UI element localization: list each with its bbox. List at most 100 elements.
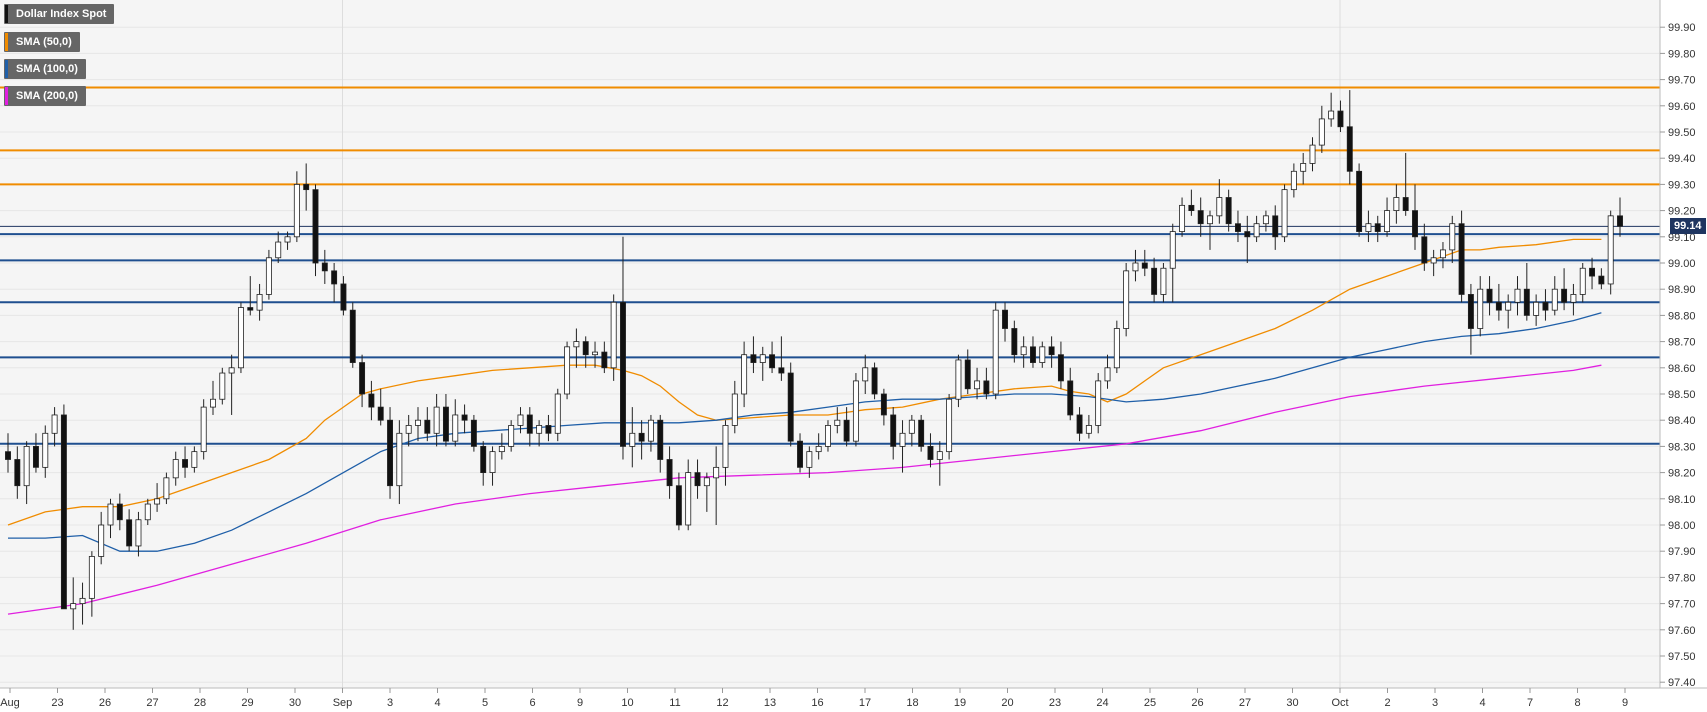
candle-body-down [1356, 170, 1363, 232]
candle-body-up [508, 425, 515, 447]
candle [1057, 341, 1064, 389]
candle [1505, 294, 1512, 329]
candle-body-down [303, 183, 310, 191]
candle [759, 346, 766, 381]
candle-body-up [806, 451, 813, 468]
candle-body-up [1393, 197, 1400, 211]
candle [834, 407, 841, 434]
candle [936, 441, 943, 486]
x-tick-label: 25 [1144, 697, 1156, 709]
candle-body-down [694, 472, 701, 487]
x-tick-label: 17 [859, 697, 871, 709]
candle-body-up [955, 359, 962, 400]
candle-body-up [1328, 110, 1335, 120]
candle-body-down [1141, 262, 1148, 269]
candle [1495, 283, 1502, 321]
candle-body-up [592, 351, 598, 356]
candle [778, 336, 785, 381]
candle [331, 263, 338, 303]
candle-body-up [489, 451, 496, 474]
candle-body-up [1551, 288, 1558, 311]
legend-label: Dollar Index Spot [16, 8, 107, 20]
candle-body-up [1179, 204, 1186, 232]
y-tick-label: 99.20 [1668, 206, 1696, 218]
y-tick-label: 98.60 [1668, 363, 1696, 375]
candle-body-up [852, 380, 859, 442]
candle-body-down [1272, 215, 1279, 238]
candle-body-up [172, 459, 179, 479]
candle [629, 407, 636, 468]
candle [284, 231, 291, 250]
candle [312, 184, 319, 277]
candle [1197, 197, 1204, 237]
candle [32, 433, 39, 473]
candle-body-down [1346, 126, 1353, 172]
candle [1030, 336, 1036, 368]
candle-body-down [359, 362, 366, 395]
candle [1104, 354, 1111, 389]
candle [14, 446, 21, 499]
candle [480, 441, 487, 486]
candle-body-up [107, 503, 114, 526]
candle-body-up [1477, 288, 1484, 329]
candle [517, 407, 524, 434]
candle [1356, 163, 1363, 237]
candle [1439, 242, 1446, 269]
candle [918, 414, 925, 452]
candle [210, 380, 216, 415]
candle-body-up [1085, 425, 1092, 434]
candle-body-down [1188, 204, 1195, 212]
candle [405, 414, 412, 447]
candle [685, 459, 692, 531]
candle-body-down [1235, 223, 1241, 232]
candle [1141, 249, 1148, 277]
candle-body-up [433, 406, 440, 434]
candle [1132, 249, 1139, 282]
candle [191, 446, 198, 473]
candle [1589, 257, 1596, 290]
candle-body-up [946, 398, 953, 453]
candle-body-down [1057, 354, 1064, 382]
candle-body-up [629, 432, 636, 447]
candle [1076, 407, 1083, 442]
candle [694, 459, 701, 499]
candle [1421, 223, 1428, 271]
candle-body-up [42, 432, 49, 468]
candle [1020, 336, 1027, 368]
y-tick-label: 98.90 [1668, 284, 1696, 296]
x-tick-label: Aug [0, 697, 20, 709]
candle [1067, 367, 1074, 421]
candle [526, 407, 533, 447]
candle [1235, 210, 1241, 243]
candle [1113, 320, 1120, 374]
candle [908, 414, 915, 447]
candle-body-down [182, 459, 189, 468]
candle-body-down [349, 309, 356, 363]
candle [1011, 320, 1018, 363]
candle-body-up [1020, 346, 1027, 356]
candle [293, 171, 300, 243]
candle [601, 341, 608, 374]
y-tick-label: 97.50 [1668, 651, 1696, 663]
candle [638, 420, 645, 460]
candle-body-down [1011, 328, 1018, 356]
x-tick-label: 11 [669, 697, 680, 709]
candle [135, 511, 142, 557]
candle-body-down [5, 451, 11, 460]
legend-label: SMA (200,0) [16, 90, 78, 102]
candle-body-down [461, 414, 468, 421]
candle-body-up [1300, 163, 1307, 172]
candle [1430, 249, 1437, 277]
candle [1039, 341, 1046, 368]
candle [946, 394, 953, 460]
candle-body-up [1318, 118, 1325, 146]
candle [200, 399, 207, 460]
candle [1346, 90, 1353, 185]
candle-body-down [247, 307, 254, 311]
candle-body-down [797, 440, 803, 468]
candle-body-down [918, 419, 925, 447]
candle-body-down [340, 283, 347, 311]
candle-body-up [1160, 267, 1167, 295]
candle [5, 433, 11, 473]
x-tick-label: Sep [333, 697, 353, 709]
